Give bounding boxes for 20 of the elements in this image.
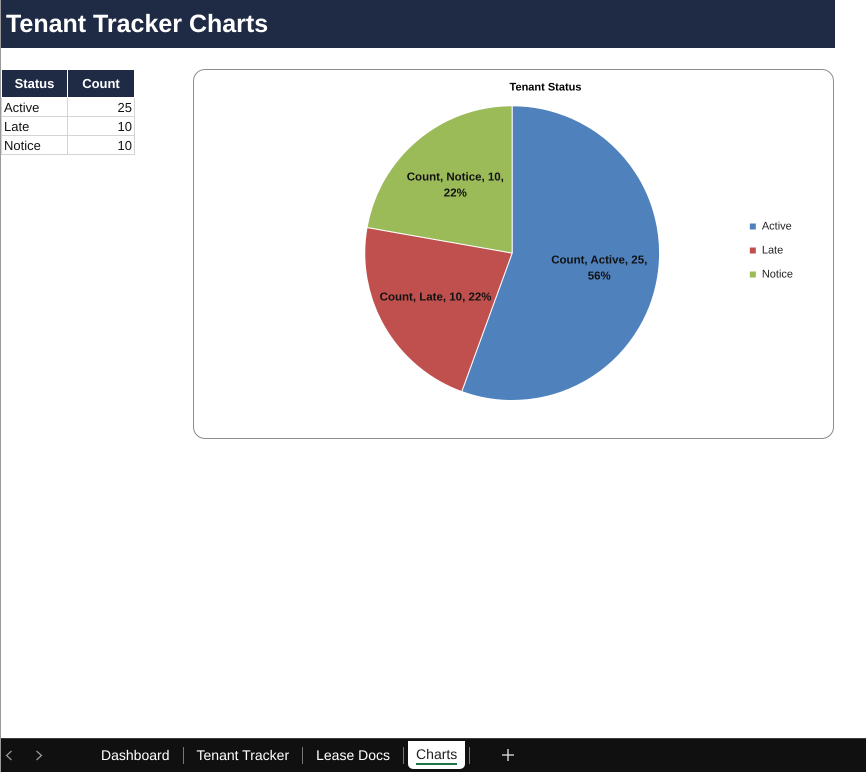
text: Count bbox=[68, 70, 134, 98]
chart-title: Tenant Status bbox=[510, 82, 582, 94]
data-label: 25 bbox=[68, 98, 134, 116]
legend-label: Notice bbox=[762, 268, 794, 281]
legend-label: Late bbox=[762, 244, 784, 257]
category-label: Notice bbox=[2, 136, 68, 154]
text: Status bbox=[2, 70, 68, 98]
category-label: Active bbox=[2, 98, 68, 116]
text: Tenant Tracker Charts bbox=[1, 0, 835, 48]
text: Dashboard bbox=[88, 747, 184, 764]
text: Tenant Tracker bbox=[184, 747, 304, 764]
data-label: Count, Notice, 10, 22% bbox=[406, 172, 504, 200]
category-label: Late bbox=[2, 116, 68, 136]
legend-label: Active bbox=[762, 220, 792, 233]
text: Lease Docs bbox=[303, 747, 404, 764]
data-label: 10 bbox=[68, 116, 134, 136]
data-label: 10 bbox=[68, 136, 134, 154]
text: Charts bbox=[416, 746, 458, 764]
data-label: Count, Late, 10, 22% bbox=[380, 291, 492, 304]
data-label: Count, Active, 25, 56% bbox=[551, 254, 648, 283]
